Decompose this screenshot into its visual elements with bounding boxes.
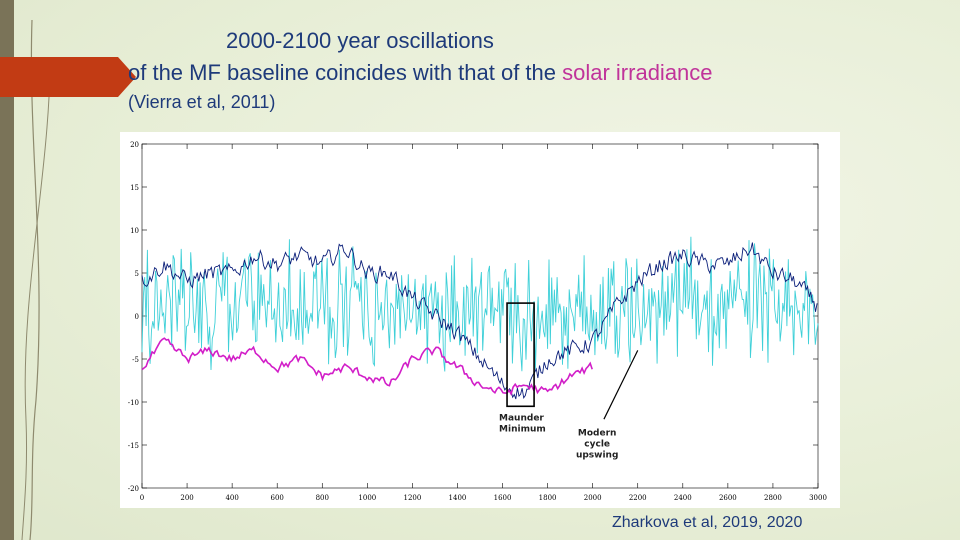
credit-text: Zharkova et al, 2019, 2020	[612, 514, 803, 531]
x-tick-label: 2000	[584, 494, 602, 502]
title-line-1: 2000-2100 year oscillations	[226, 28, 494, 53]
x-tick-label: 0	[140, 494, 144, 502]
x-tick-label: 1800	[539, 494, 557, 502]
modern-upswing-label: cycle	[584, 440, 610, 450]
chart-container: 0 200 400 600 800 1000 1200 1400 1600 1800 2000 220…	[120, 132, 840, 508]
x-tick-label: 2800	[764, 494, 782, 502]
x-tick-label: 2600	[719, 494, 737, 502]
title-line-2-a: of the MF baseline coincides with that o…	[128, 60, 563, 85]
title-line-2-highlight: solar irradiance	[562, 60, 713, 85]
x-tick-label: 600	[271, 494, 284, 502]
x-tick-label: 3000	[809, 494, 827, 502]
title-citation: (Vierra et al, 2011)	[128, 92, 276, 112]
series-magnetic-field-baseline	[141, 242, 818, 400]
x-tick-label: 1000	[358, 494, 376, 502]
y-tick-label: 0	[135, 313, 139, 321]
x-tick-label: 1600	[494, 494, 512, 502]
modern-upswing-pointer	[603, 350, 639, 420]
x-tick-label: 400	[225, 494, 238, 502]
x-tick-label: 2200	[629, 494, 647, 502]
chart-axes-group: 0 200 400 600 800 1000 1200 1400 1600 1800 2000 220…	[128, 141, 827, 502]
y-tick-label: 10	[130, 227, 139, 235]
oscillation-chart: 0 200 400 600 800 1000 1200 1400 1600 1800 2000 220…	[128, 141, 827, 502]
x-tick-label: 1200	[403, 494, 421, 502]
x-tick-label: 200	[180, 494, 193, 502]
y-tick-label: 20	[130, 141, 139, 149]
left-decor-bar	[0, 0, 14, 540]
series-fluctuation	[141, 236, 819, 372]
y-tick-label: 15	[130, 184, 139, 192]
title-line-2: of the MF baseline coincides with that o…	[128, 60, 713, 86]
modern-upswing-label: upswing	[576, 451, 618, 461]
decorative-lines	[21, 19, 51, 540]
maunder-minimum-label: Minimum	[499, 424, 546, 434]
y-tick-label: -15	[128, 442, 139, 450]
maunder-minimum-box	[506, 302, 535, 408]
x-tick-label: 2400	[674, 494, 692, 502]
series-solar-irradiance	[141, 337, 593, 396]
x-tick-label: 800	[316, 494, 329, 502]
maunder-minimum-label: Maunder	[499, 413, 544, 423]
y-tick-label: 5	[135, 270, 139, 278]
title-accent-arrow	[0, 57, 136, 97]
modern-upswing-label: Modern	[578, 429, 617, 439]
plot-frame	[141, 143, 819, 489]
chart-series-group	[141, 236, 819, 400]
y-tick-label: -5	[132, 356, 139, 364]
y-tick-label: -20	[128, 485, 139, 493]
x-tick-label: 1400	[449, 494, 467, 502]
y-tick-label: -10	[128, 399, 139, 407]
